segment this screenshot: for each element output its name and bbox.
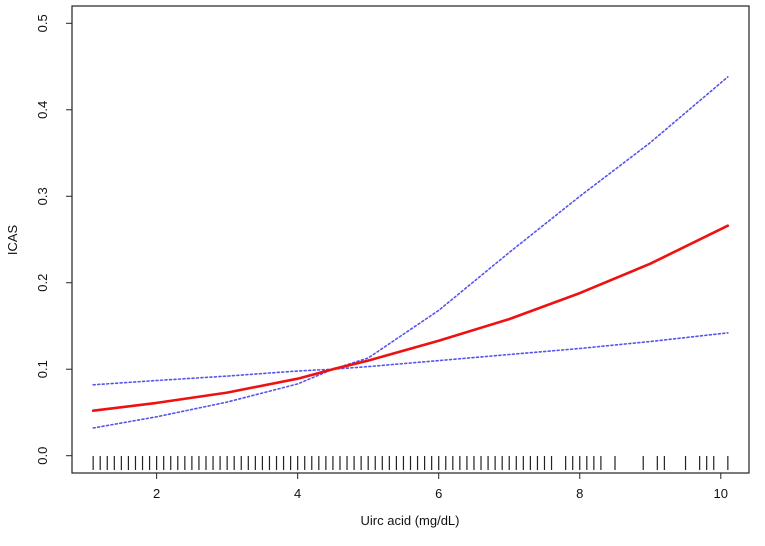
plot-frame xyxy=(71,5,750,474)
x-tick-label: 4 xyxy=(294,486,301,501)
x-tick-label: 10 xyxy=(714,486,728,501)
y-tick-label: 0.5 xyxy=(35,14,50,32)
series-line-lower-bound xyxy=(92,332,729,429)
series-lines xyxy=(91,76,730,429)
series-line-upper-bound xyxy=(92,76,729,386)
x-tick-label: 2 xyxy=(153,486,160,501)
x-tick-label: 8 xyxy=(576,486,583,501)
x-tick-label: 6 xyxy=(435,486,442,501)
y-tick-label: 0.3 xyxy=(35,187,50,205)
rug-marks xyxy=(92,456,729,470)
y-tick-label: 0.4 xyxy=(35,101,50,119)
y-axis: 0.0 0.1 0.2 0.3 0.4 0.5 xyxy=(35,14,73,465)
x-axis: 2 4 6 8 10 xyxy=(153,472,728,501)
y-tick-label: 0.1 xyxy=(35,360,50,378)
y-tick-label: 0.2 xyxy=(35,274,50,292)
y-axis-label: ICAS xyxy=(5,225,20,256)
series-line-estimate xyxy=(91,224,730,413)
x-axis-label: Uirc acid (mg/dL) xyxy=(361,513,460,528)
y-tick-label: 0.0 xyxy=(35,447,50,465)
